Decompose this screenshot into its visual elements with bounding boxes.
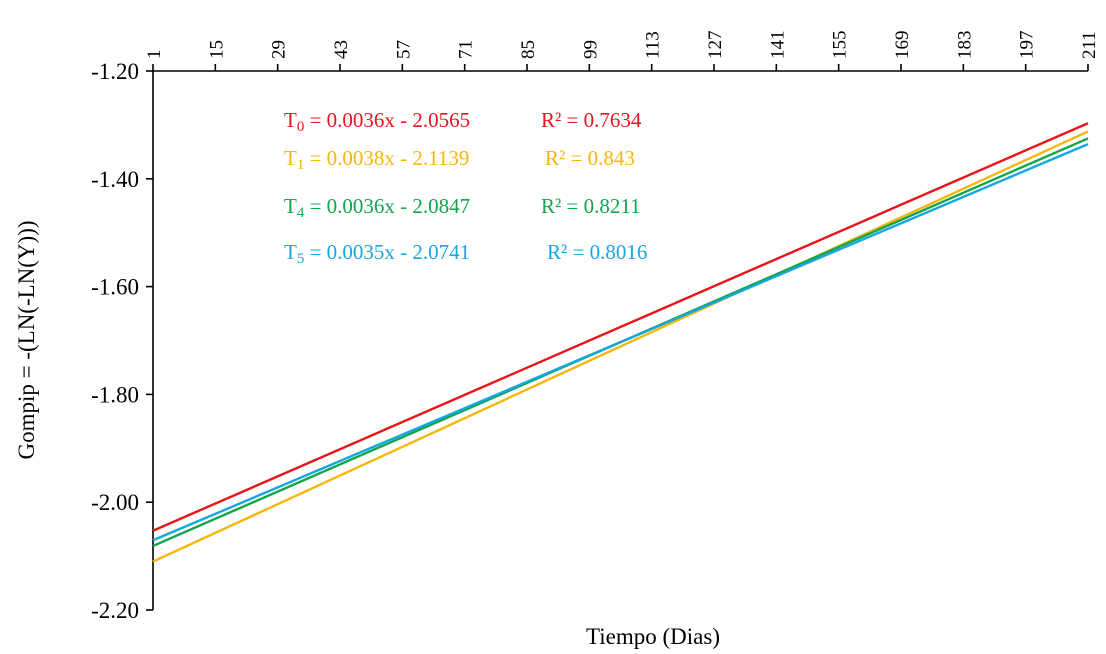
y-tick-label: -1.60 [91,275,139,300]
series-lines [152,122,1089,563]
series-line-t5 [152,142,1089,542]
series-line-t0 [152,122,1089,532]
x-tick-label: 29 [269,40,290,59]
y-tick-label: -1.40 [91,167,139,192]
x-tick-label: 141 [767,31,788,60]
x-tick-label: 99 [580,40,601,59]
y-tick-label: -1.80 [91,382,139,407]
r-squared-t1: R² = 0.843 [545,146,635,170]
x-tick-label: 127 [705,31,726,60]
equation-t4: T4 = 0.0036x - 2.0847 [284,194,470,221]
x-tick-label: 85 [518,40,539,59]
x-axis-label: Tiempo (Dias) [586,624,720,649]
x-tick-label: 15 [206,40,227,59]
x-tick-label: 57 [393,40,414,59]
series-line-t1 [152,130,1089,563]
x-tick-label: 1 [144,50,165,60]
equation-t1: T1 = 0.0038x - 2.1139 [284,146,469,173]
r-squared-t4: R² = 0.8211 [541,194,641,218]
y-axis-label: Gompip = -(LN(-LN(Y))) [14,220,39,459]
x-tick-label: 169 [892,31,913,60]
y-tick-label: -2.20 [91,598,139,623]
equation-t5: T5 = 0.0035x - 2.0741 [284,240,470,267]
y-tick-label: -2.00 [91,490,139,515]
x-tick-label: 43 [331,40,352,59]
x-tick-label: 211 [1079,31,1100,59]
x-tick-label: 113 [643,31,664,59]
trendline-equations: T0 = 0.0036x - 2.0565 R² = 0.7634 T1 = 0.0… [284,108,647,267]
axes: -1.20 -1.40 -1.60 -1.80 -2.00 -2.20 1 15 29 43 57… [91,31,1100,624]
y-tick-label: -1.20 [91,59,139,84]
y-axis-ticks: -1.20 -1.40 -1.60 -1.80 -2.00 -2.20 [91,59,153,623]
x-tick-label: 71 [456,40,477,59]
r-squared-t0: R² = 0.7634 [541,108,642,132]
r-squared-t5: R² = 0.8016 [547,240,647,264]
equation-t0: T0 = 0.0036x - 2.0565 [284,108,470,135]
x-tick-label: 183 [954,31,975,60]
x-tick-label: 155 [830,31,851,60]
x-axis-ticks: 1 15 29 43 57 71 85 99 113 127 141 155 169 183 197 211 [144,31,1100,71]
x-tick-label: 197 [1017,31,1038,60]
